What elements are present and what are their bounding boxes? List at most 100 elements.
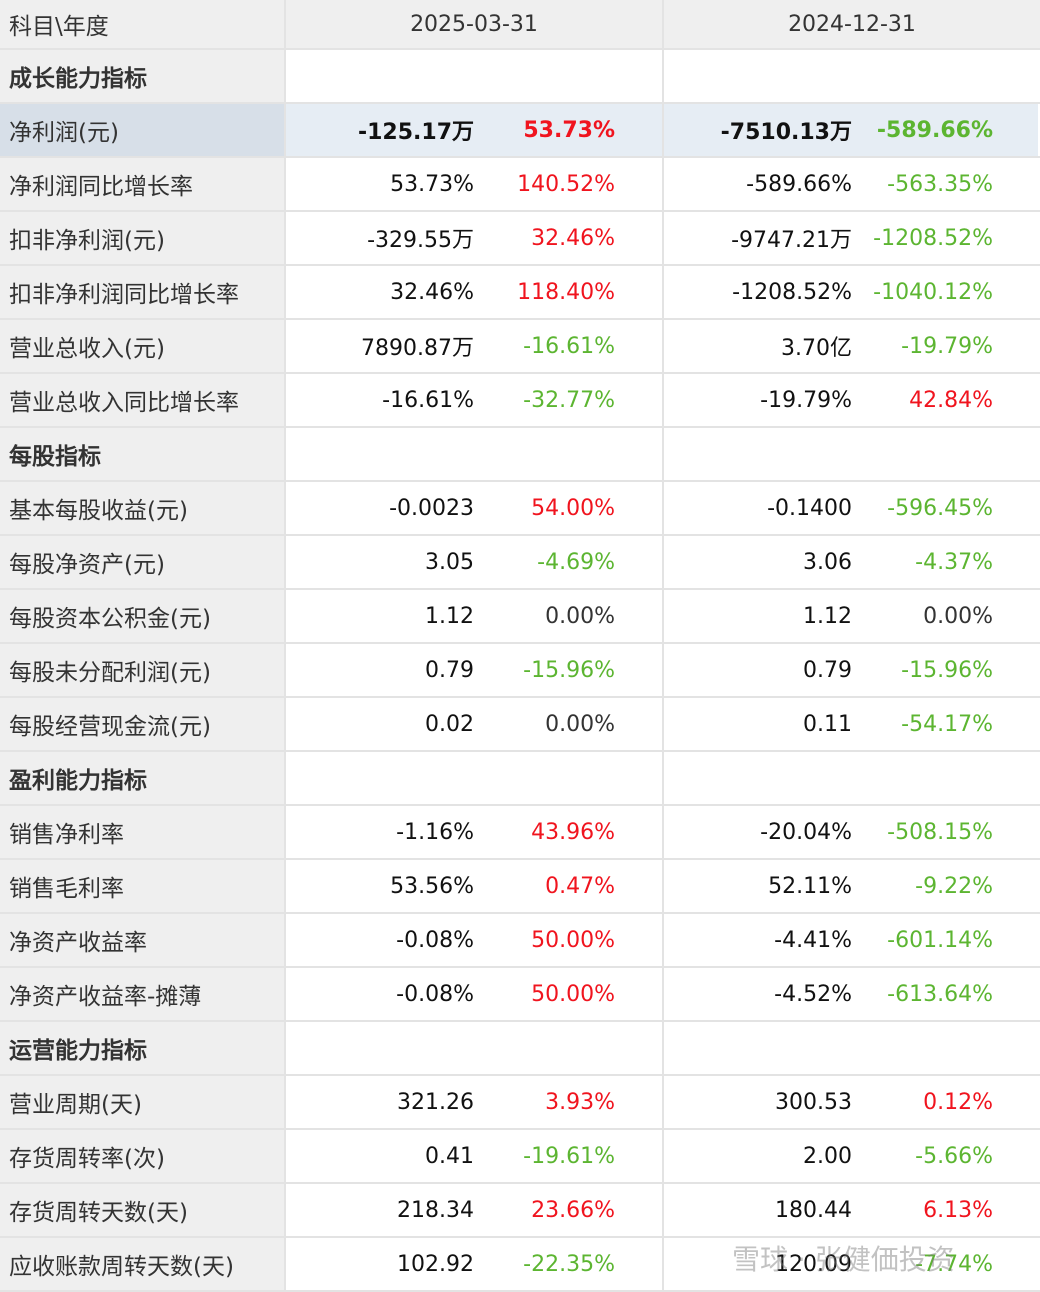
table-row: 扣非净利润同比增长率 32.46% 118.40% -1208.52% -1040.12… [0, 266, 1040, 320]
change-percent: -9.22% [915, 873, 993, 899]
period-cell: 180.44 6.13% [664, 1184, 1038, 1236]
period-cell: 3.06 -4.37% [664, 536, 1038, 588]
change-percent: -7.74% [915, 1251, 993, 1277]
row-label: 每股资本公积金(元) [0, 590, 286, 642]
period-cell [664, 428, 1038, 480]
metric-value: 52.11% [768, 873, 852, 899]
change-percent: -4.69% [537, 549, 615, 575]
metric-value: 120.09 [775, 1251, 852, 1277]
metric-value: -20.04% [760, 819, 852, 845]
period-cell: 0.02 0.00% [286, 698, 664, 750]
metric-value: -0.0023 [389, 495, 474, 521]
change-percent: 3.93% [545, 1089, 615, 1115]
change-percent: -508.15% [887, 819, 993, 845]
table-row: 营业总收入(元) 7890.87万 -16.61% 3.70亿 -19.79% [0, 320, 1040, 374]
table-row: 净利润(元) -125.17万 53.73% -7510.13万 -589.66% [0, 104, 1040, 158]
period-cell: -4.52% -613.64% [664, 968, 1038, 1020]
period-cell: -7510.13万 -589.66% [664, 104, 1038, 156]
metric-value: 102.92 [397, 1251, 474, 1277]
metric-value: 32.46% [390, 279, 474, 305]
section-row: 运营能力指标 [0, 1022, 1040, 1076]
metric-value: -7510.13万 [720, 120, 852, 145]
row-label: 应收账款周转天数(天) [0, 1238, 286, 1290]
row-label: 扣非净利润(元) [0, 212, 286, 264]
period-cell: 52.11% -9.22% [664, 860, 1038, 912]
header-period-1[interactable]: 2025-03-31 [286, 0, 664, 48]
metric-value: 0.79 [425, 657, 474, 683]
period-cell: 102.92 -22.35% [286, 1238, 664, 1290]
metric-value: 3.70亿 [781, 336, 852, 361]
table-row: 扣非净利润(元) -329.55万 32.46% -9747.21万 -1208.52% [0, 212, 1040, 266]
table-row: 净资产收益率-摊薄 -0.08% 50.00% -4.52% -613.64% [0, 968, 1040, 1022]
table-row: 销售净利率 -1.16% 43.96% -20.04% -508.15% [0, 806, 1040, 860]
metric-value: 3.05 [425, 549, 474, 575]
change-percent: -4.37% [915, 549, 993, 575]
period-cell: -9747.21万 -1208.52% [664, 212, 1038, 264]
change-percent: 42.84% [909, 387, 993, 413]
table-row: 存货周转率(次) 0.41 -19.61% 2.00 -5.66% [0, 1130, 1040, 1184]
period-cell: 321.26 3.93% [286, 1076, 664, 1128]
period-cell [664, 1022, 1038, 1074]
change-percent: -54.17% [901, 711, 993, 737]
period-cell: 7890.87万 -16.61% [286, 320, 664, 372]
table-row: 净利润同比增长率 53.73% 140.52% -589.66% -563.35% [0, 158, 1040, 212]
period-cell: -0.08% 50.00% [286, 968, 664, 1020]
metric-value: 3.06 [803, 549, 852, 575]
section-row: 每股指标 [0, 428, 1040, 482]
row-label: 净利润同比增长率 [0, 158, 286, 210]
section-row: 盈利能力指标 [0, 752, 1040, 806]
metric-value: 1.12 [803, 603, 852, 629]
table-header: 科目\年度 2025-03-31 2024-12-31 [0, 0, 1040, 50]
table-row: 每股经营现金流(元) 0.02 0.00% 0.11 -54.17% [0, 698, 1040, 752]
period-cell: -4.41% -601.14% [664, 914, 1038, 966]
change-percent: -1040.12% [873, 279, 993, 305]
change-percent: 118.40% [517, 279, 615, 305]
table-row: 每股净资产(元) 3.05 -4.69% 3.06 -4.37% [0, 536, 1040, 590]
section-row: 成长能力指标 [0, 50, 1040, 104]
table-row: 净资产收益率 -0.08% 50.00% -4.41% -601.14% [0, 914, 1040, 968]
period-cell [286, 50, 664, 102]
table-row: 营业周期(天) 321.26 3.93% 300.53 0.12% [0, 1076, 1040, 1130]
period-cell: -19.79% 42.84% [664, 374, 1038, 426]
metric-value: 1.12 [425, 603, 474, 629]
change-percent: 54.00% [531, 495, 615, 521]
change-percent: -613.64% [887, 981, 993, 1007]
metric-value: -0.08% [396, 981, 474, 1007]
change-percent: -15.96% [523, 657, 615, 683]
header-period-2[interactable]: 2024-12-31 [664, 0, 1040, 48]
table-row: 每股资本公积金(元) 1.12 0.00% 1.12 0.00% [0, 590, 1040, 644]
metric-value: -0.1400 [767, 495, 852, 521]
change-percent: 0.47% [545, 873, 615, 899]
period-cell [664, 752, 1038, 804]
change-percent: -1208.52% [873, 225, 993, 251]
change-percent: 23.66% [531, 1197, 615, 1223]
metric-value: -1.16% [396, 819, 474, 845]
change-percent: 53.73% [523, 117, 615, 143]
row-label: 净利润(元) [0, 104, 286, 156]
metric-value: -9747.21万 [731, 228, 852, 253]
period-cell: 0.79 -15.96% [664, 644, 1038, 696]
row-label: 存货周转天数(天) [0, 1184, 286, 1236]
row-label: 净资产收益率-摊薄 [0, 968, 286, 1020]
change-percent: 32.46% [531, 225, 615, 251]
metric-value: -589.66% [746, 171, 852, 197]
row-label: 基本每股收益(元) [0, 482, 286, 534]
change-percent: -16.61% [523, 333, 615, 359]
period-cell: 32.46% 118.40% [286, 266, 664, 318]
change-percent: -596.45% [887, 495, 993, 521]
metric-value: -16.61% [382, 387, 474, 413]
period-cell: 0.11 -54.17% [664, 698, 1038, 750]
metric-value: -4.41% [774, 927, 852, 953]
period-cell: 1.12 0.00% [286, 590, 664, 642]
metric-value: -125.17万 [357, 120, 474, 145]
change-percent: -601.14% [887, 927, 993, 953]
row-label: 每股未分配利润(元) [0, 644, 286, 696]
metric-value: -0.08% [396, 927, 474, 953]
period-cell [286, 1022, 664, 1074]
metric-value: 7890.87万 [361, 336, 474, 361]
period-cell: 218.34 23.66% [286, 1184, 664, 1236]
section-title: 每股指标 [0, 428, 286, 480]
period-cell: -589.66% -563.35% [664, 158, 1038, 210]
table-row: 基本每股收益(元) -0.0023 54.00% -0.1400 -596.45% [0, 482, 1040, 536]
period-cell: -125.17万 53.73% [286, 104, 664, 156]
